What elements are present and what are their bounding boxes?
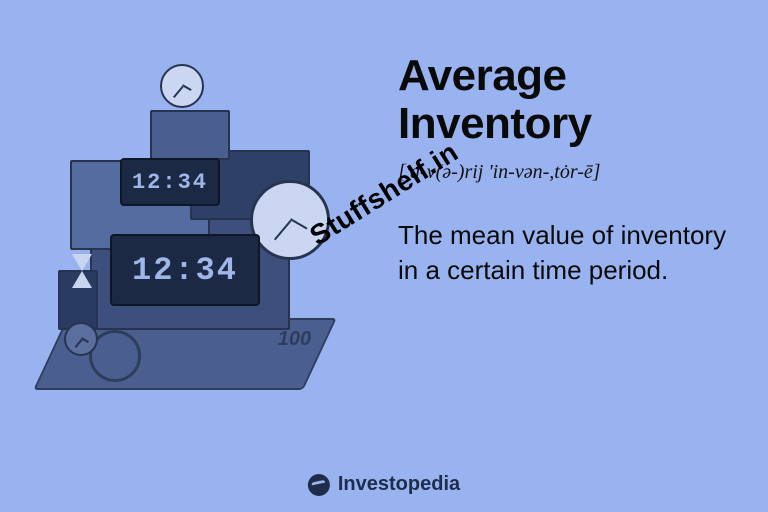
brand-name: Investopedia xyxy=(338,473,460,496)
inventory-illustration: 12:34 12:34 xyxy=(20,60,360,400)
digital-clock-icon: 12:34 xyxy=(110,234,260,306)
investopedia-logo-icon xyxy=(308,474,330,496)
analog-clock-icon xyxy=(64,322,98,356)
analog-clock-icon xyxy=(160,64,204,108)
digital-clock-icon: 12:34 xyxy=(120,158,220,206)
term-title: Average Inventory xyxy=(398,52,728,147)
pronunciation: ['a-v(ə-)rij 'in-vən-,tȯr-ē] xyxy=(398,161,728,184)
title-line: Inventory xyxy=(398,99,592,148)
digital-clock-time: 12:34 xyxy=(132,170,208,195)
definition-text: Average Inventory ['a-v(ə-)rij 'in-vən-,… xyxy=(398,52,728,288)
box-icon xyxy=(150,110,230,160)
analog-clock-icon xyxy=(250,180,330,260)
hourglass-icon xyxy=(72,254,92,288)
definition-body: The mean value of inventory in a certain… xyxy=(398,218,728,288)
digital-clock-time: 12:34 xyxy=(132,252,238,289)
definition-card: 12:34 12:34 Average Inventory ['a-v(ə-)r… xyxy=(0,0,768,512)
brand-footer: Investopedia xyxy=(308,473,460,496)
title-line: Average xyxy=(398,51,567,100)
